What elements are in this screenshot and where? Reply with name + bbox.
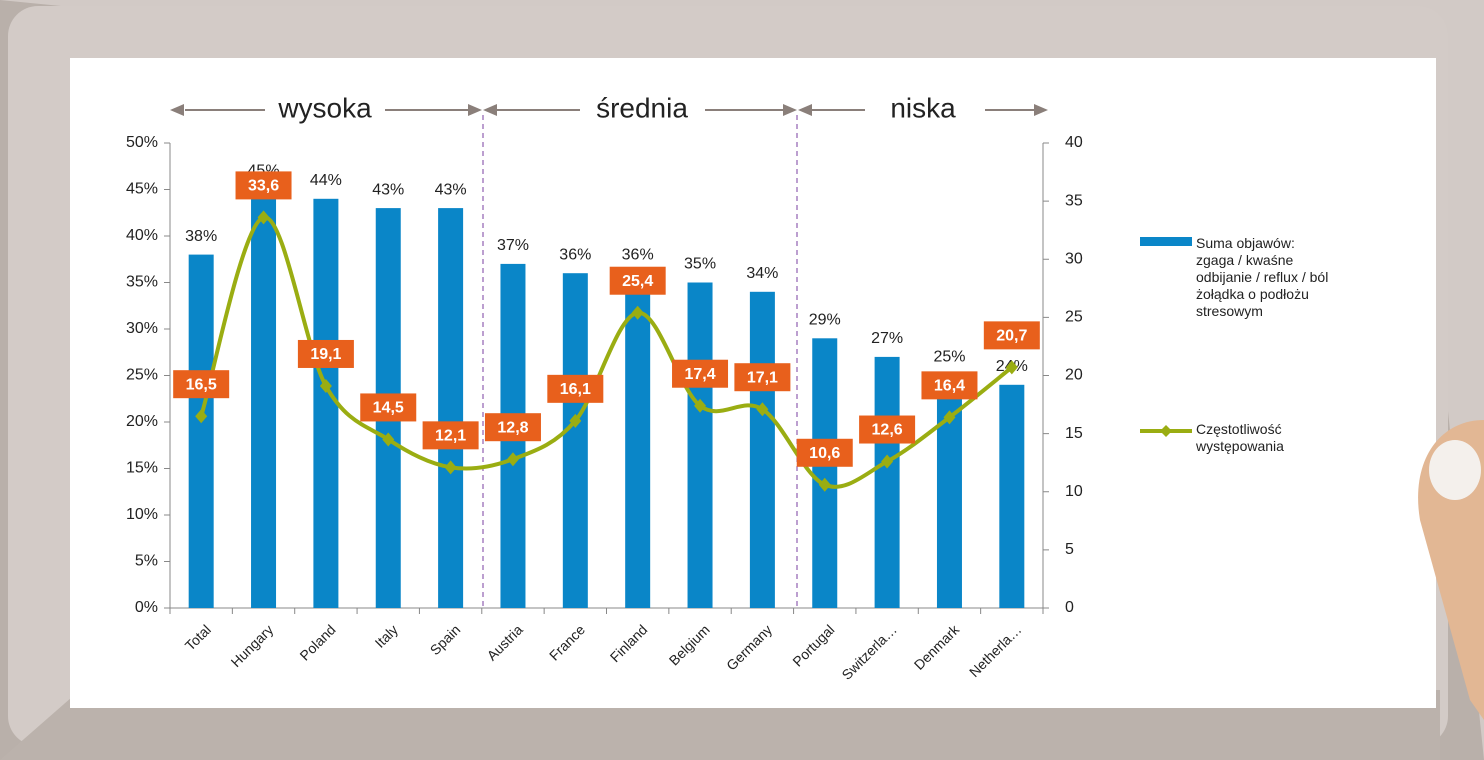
bar: [749, 291, 775, 608]
value-label-box: [859, 415, 916, 444]
group-label: wysoka: [277, 92, 372, 123]
bar: [562, 273, 588, 608]
line-value-label: 19,1: [310, 346, 341, 363]
bar: [999, 384, 1025, 608]
legend-label: Częstotliwość występowania: [1196, 421, 1284, 454]
value-label-box: [360, 393, 417, 422]
bar-value-label: 29%: [809, 312, 841, 329]
y-tick-label: 30%: [126, 320, 158, 337]
marker: [943, 410, 956, 425]
marker: [694, 398, 707, 413]
y2-tick-label: 35: [1065, 192, 1083, 209]
y2-tick-label: 30: [1065, 250, 1083, 267]
marker: [195, 409, 208, 424]
bar: [687, 282, 713, 608]
y2-tick-label: 20: [1065, 367, 1083, 384]
marker: [257, 210, 270, 225]
marker: [818, 477, 831, 492]
y2-tick-label: 5: [1065, 541, 1074, 558]
marker: [319, 378, 332, 393]
group-arrows: [170, 104, 1048, 116]
line-value-label: 12,1: [435, 428, 466, 445]
marker: [382, 432, 395, 447]
line-value-label: 10,6: [809, 445, 840, 462]
marker: [444, 460, 457, 475]
bar-value-label: 36%: [622, 246, 654, 263]
bar-value-label: 43%: [372, 181, 404, 198]
value-label-box: [609, 266, 666, 295]
line-value-label: 12,8: [497, 419, 528, 436]
y-tick-label: 0%: [135, 599, 158, 616]
marker: [569, 413, 582, 428]
y-tick-label: 5%: [135, 553, 158, 570]
bar: [313, 198, 339, 609]
bar: [812, 338, 838, 608]
fingernail: [1429, 440, 1481, 500]
value-label-box: [173, 370, 230, 399]
line-value-label: 16,1: [560, 381, 591, 398]
line-value-label: 14,5: [373, 400, 404, 417]
y-tick-label: 25%: [126, 367, 158, 384]
y-tick-label: 35%: [126, 274, 158, 291]
y2-tick-label: 25: [1065, 309, 1083, 326]
value-label-box: [983, 321, 1040, 350]
bar-value-label: 43%: [435, 181, 467, 198]
bar-value-label: 34%: [746, 265, 778, 282]
bar-value-label: 36%: [559, 246, 591, 263]
bar-value-label: 37%: [497, 237, 529, 254]
line-value-label: 16,4: [934, 378, 965, 395]
line-value-label: 33,6: [248, 178, 279, 195]
group-label: niska: [890, 92, 956, 123]
y2-tick-label: 15: [1065, 425, 1083, 442]
value-label-box: [921, 371, 978, 400]
y-tick-label: 45%: [126, 181, 158, 198]
bar: [438, 208, 464, 608]
line-value-label: 12,6: [872, 422, 903, 439]
bar: [251, 189, 277, 608]
bar-value-label: 35%: [684, 256, 716, 273]
marker: [756, 402, 769, 417]
y-tick-label: 40%: [126, 227, 158, 244]
bar-value-label: 44%: [310, 172, 342, 189]
line-value-label: 17,1: [747, 369, 778, 386]
legend-swatch: [1140, 237, 1192, 246]
legend-swatch: [1160, 425, 1172, 437]
bar-value-label: 25%: [933, 349, 965, 366]
value-label-box: [547, 374, 604, 403]
marker: [1005, 360, 1018, 375]
y-tick-label: 20%: [126, 413, 158, 430]
y2-tick-label: 40: [1065, 134, 1083, 151]
bar-value-label: 38%: [185, 228, 217, 245]
value-label-box: [422, 421, 479, 450]
y2-tick-label: 0: [1065, 599, 1074, 616]
line-value-label: 25,4: [622, 273, 653, 290]
value-label-box: [734, 363, 791, 392]
y-tick-label: 50%: [126, 134, 158, 151]
y2-tick-label: 10: [1065, 483, 1083, 500]
value-label-box: [796, 438, 853, 467]
bar: [874, 356, 900, 608]
y-tick-label: 10%: [126, 506, 158, 523]
marker: [506, 452, 519, 467]
value-label-box: [484, 413, 541, 442]
bar: [625, 273, 651, 608]
legend-label: Suma objawów: zgaga / kwaśne odbijanie /…: [1196, 235, 1329, 319]
value-label-box: [235, 171, 292, 200]
line-value-label: 20,7: [996, 328, 1027, 345]
marker: [631, 305, 644, 320]
bar-value-label: 27%: [871, 330, 903, 347]
group-label: średnia: [596, 92, 688, 123]
value-label-box: [297, 339, 354, 368]
line-value-label: 16,5: [186, 376, 217, 393]
y-tick-label: 15%: [126, 460, 158, 477]
line-value-label: 17,4: [684, 366, 715, 383]
bar: [188, 254, 214, 608]
marker: [881, 454, 894, 469]
value-label-box: [672, 359, 729, 388]
